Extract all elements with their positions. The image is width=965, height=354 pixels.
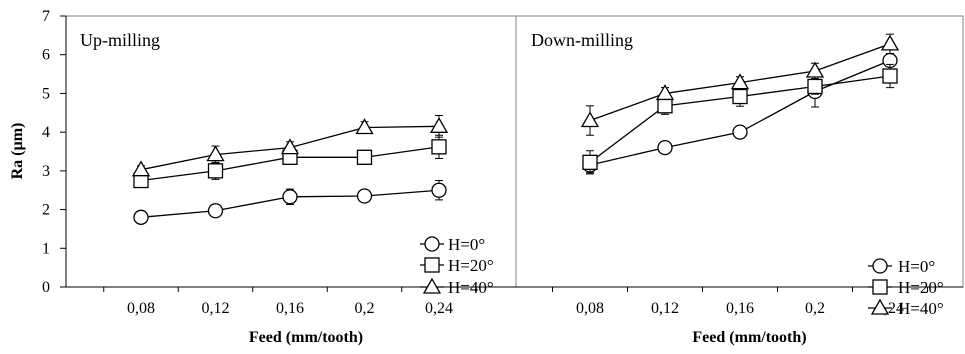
x-tick-label: 0,08: [576, 300, 604, 317]
y-tick-label: 4: [42, 124, 50, 141]
x-tick-label: 0,12: [651, 300, 679, 317]
panel-up-milling: Up-milling 0,08 0,12 0,16 0,2 0,24 Feed (mm/to…: [80, 30, 494, 346]
x-tick-label: 0,2: [805, 300, 825, 317]
x-axis-label: Feed (mm/tooth): [249, 329, 363, 346]
x-tick-label: 0,12: [202, 300, 230, 317]
data-point-triangle: [206, 145, 225, 162]
y-tick-label: 7: [42, 8, 50, 25]
legend-label: H=20°: [448, 256, 494, 275]
y-tick-label: 6: [42, 47, 50, 64]
series-triangle: [580, 33, 900, 136]
series-circle: [582, 48, 898, 174]
y-tick-label: 1: [42, 240, 50, 257]
legend-entry: H=20°: [868, 278, 944, 297]
y-axis-label: Ra (µm): [9, 123, 26, 180]
data-point-circle: [657, 139, 673, 156]
y-tick-label: 2: [42, 202, 50, 219]
data-point-triangle: [880, 34, 900, 51]
legend-marker-circle: [872, 258, 888, 274]
legend-marker-square: [424, 257, 440, 273]
legend-entry: H=0°: [868, 257, 935, 276]
data-point-circle: [356, 188, 373, 204]
legend-entry: H=0°: [420, 235, 485, 254]
x-axis-label: Feed (mm/tooth): [692, 329, 806, 346]
panel-title: Down-milling: [531, 30, 633, 50]
legend-marker-circle: [424, 236, 440, 252]
data-point-triangle: [131, 160, 151, 177]
data-point-circle: [133, 209, 149, 225]
panel-title: Up-milling: [80, 30, 160, 50]
data-point-circle: [282, 189, 298, 205]
data-point-square: [657, 98, 673, 114]
y-tick-label: 5: [42, 85, 50, 102]
data-point-square: [207, 163, 224, 179]
series-triangle: [131, 114, 449, 177]
legend-label: H=40°: [448, 278, 494, 297]
legend-label: H=0°: [898, 257, 935, 276]
x-tick-label: 0,24: [425, 300, 453, 317]
legend-label: H=40°: [898, 299, 944, 318]
legend-marker-square: [872, 279, 888, 295]
data-point-triangle: [355, 118, 374, 135]
data-point-square: [582, 154, 598, 170]
y-tick-label: 3: [42, 163, 50, 180]
x-tick-label: 0,16: [276, 300, 304, 317]
data-point-square: [807, 78, 823, 95]
data-point-triangle: [805, 61, 825, 78]
data-point-circle: [207, 203, 224, 219]
legend-marker-triangle: [422, 277, 442, 294]
plot-frame: [65, 15, 964, 288]
series-square: [133, 134, 447, 189]
legend-entry: H=40°: [868, 298, 944, 318]
data-point-triangle: [655, 84, 675, 101]
series-square: [582, 63, 898, 175]
legend-entry: H=40°: [420, 277, 494, 297]
data-point-triangle: [730, 73, 750, 90]
x-tick-label: 0,16: [726, 300, 754, 317]
data-point-square: [732, 88, 748, 105]
x-tick-label: 0,2: [355, 300, 375, 317]
data-point-square: [431, 139, 447, 155]
data-point-circle: [431, 182, 447, 198]
legend-marker-triangle: [870, 298, 890, 315]
data-point-triangle: [429, 117, 449, 133]
legend-label: H=0°: [448, 235, 485, 254]
data-point-square: [356, 149, 373, 165]
y-tick-label: 0: [42, 279, 50, 296]
data-point-circle: [732, 124, 748, 140]
x-tick-label: 0,08: [127, 300, 155, 317]
data-point-triangle: [580, 111, 600, 128]
series-circle: [133, 180, 447, 225]
legend-entry: H=20°: [420, 256, 494, 275]
data-point-square: [882, 68, 898, 84]
legend-label: H=20°: [898, 278, 944, 297]
y-axis-ticks: 0 1 2 3 4 5 6 7: [42, 8, 66, 296]
data-point-triangle: [280, 138, 300, 155]
